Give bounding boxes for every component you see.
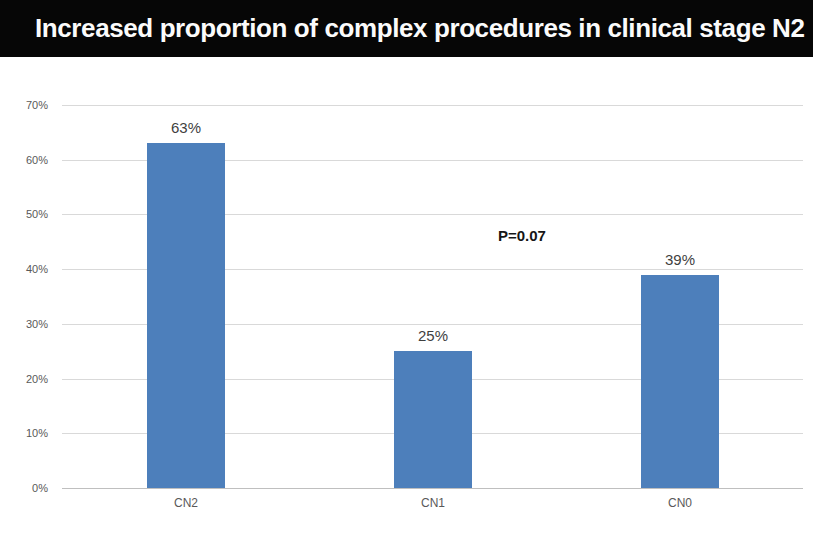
- y-axis-tick-label: 10%: [0, 425, 48, 441]
- bar-cn1: [394, 351, 472, 488]
- presentation-slide: Increased proportion of complex procedur…: [0, 0, 813, 545]
- bar-value-label: 63%: [146, 120, 226, 136]
- x-axis-line: [62, 488, 803, 489]
- y-axis-tick-label: 20%: [0, 371, 48, 387]
- bar-cn0: [641, 275, 719, 488]
- y-axis-tick-label: 50%: [0, 206, 48, 222]
- y-axis-tick-label: 0%: [0, 480, 48, 496]
- bar-chart: 0% 10% 20% 30% 40% 50% 60% 70% 63% CN2 25% CN1 39% CN…: [0, 0, 813, 545]
- bar-value-label: 39%: [640, 252, 720, 268]
- bar-value-label: 25%: [393, 328, 473, 344]
- x-axis-label-cn0: CN0: [640, 497, 720, 510]
- y-axis-tick-label: 60%: [0, 152, 48, 168]
- y-axis-tick-label: 30%: [0, 316, 48, 332]
- x-axis-label-cn1: CN1: [393, 497, 473, 510]
- bar-cn2: [147, 143, 225, 488]
- x-axis-label-cn2: CN2: [146, 497, 226, 510]
- gridline: [62, 105, 803, 106]
- y-axis-tick-label: 40%: [0, 261, 48, 277]
- p-value-annotation: P=0.07: [498, 227, 546, 244]
- y-axis-tick-label: 70%: [0, 97, 48, 113]
